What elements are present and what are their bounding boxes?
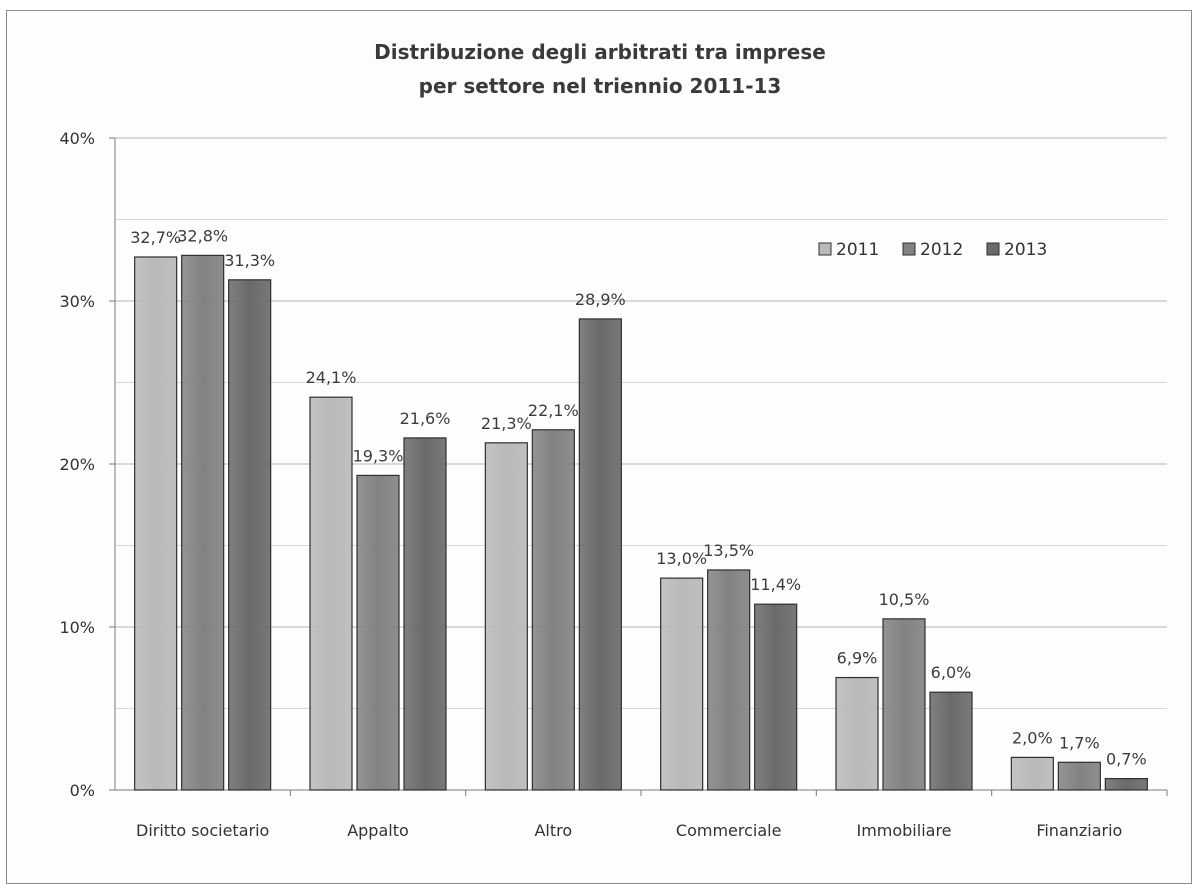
x-tick-label: Altro — [534, 821, 572, 840]
data-label: 13,0% — [656, 549, 707, 568]
legend-label-2012: 2012 — [920, 240, 963, 260]
data-label: 21,3% — [481, 414, 532, 433]
bar-2013-diritto-societario — [228, 279, 272, 791]
data-label: 22,1% — [528, 401, 579, 420]
y-tick-label: 40% — [59, 129, 95, 148]
legend-swatch-2012 — [902, 242, 916, 256]
bar-2011-immobiliare — [835, 676, 879, 791]
bar-2013-appalto — [403, 437, 447, 791]
bar-2013-commerciale — [754, 603, 798, 791]
legend-swatch-2011 — [818, 242, 832, 256]
x-tick-label: Commerciale — [676, 821, 782, 840]
y-tick-label: 10% — [59, 618, 95, 637]
legend-label-2013: 2013 — [1004, 240, 1047, 260]
y-tick-label: 30% — [59, 292, 95, 311]
bar-2011-finanziario — [1010, 756, 1054, 791]
data-label: 31,3% — [224, 251, 275, 270]
bar-2013-finanziario — [1104, 777, 1148, 791]
data-label: 28,9% — [575, 290, 626, 309]
bar-2011-altro — [484, 442, 528, 791]
data-label: 13,5% — [703, 541, 754, 560]
legend-swatch-2013 — [986, 242, 1000, 256]
bar-2011-appalto — [309, 396, 353, 791]
bar-2011-diritto-societario — [134, 256, 178, 791]
chart-title-line-1: Distribuzione degli arbitrati tra impres… — [374, 40, 826, 64]
data-label: 1,7% — [1059, 733, 1100, 752]
data-label: 6,9% — [837, 649, 878, 668]
y-tick-label: 20% — [59, 455, 95, 474]
bar-2013-immobiliare — [929, 691, 973, 791]
data-label: 10,5% — [879, 590, 930, 609]
bar-2013-altro — [578, 318, 622, 791]
bar-2012-commerciale — [707, 569, 751, 791]
x-tick-label: Diritto societario — [136, 821, 269, 840]
data-label: 19,3% — [353, 446, 404, 465]
data-label: 6,0% — [931, 663, 972, 682]
y-tick-label: 0% — [70, 781, 95, 800]
x-tick-label: Appalto — [347, 821, 409, 840]
bar-2011-commerciale — [660, 577, 704, 791]
chart-frame: Distribuzione degli arbitrati tra impres… — [6, 10, 1192, 884]
bar-2012-diritto-societario — [181, 254, 225, 791]
x-tick-label: Finanziario — [1036, 821, 1122, 840]
bar-2012-appalto — [356, 474, 400, 791]
data-label: 11,4% — [750, 575, 801, 594]
data-label: 21,6% — [400, 409, 451, 428]
chart-title-line-2: per settore nel triennio 2011-13 — [419, 74, 782, 98]
bar-2012-immobiliare — [882, 618, 926, 791]
data-label: 24,1% — [306, 368, 357, 387]
data-label: 2,0% — [1012, 728, 1053, 747]
bar-chart: Distribuzione degli arbitrati tra impres… — [59, 40, 1168, 840]
data-label: 32,8% — [177, 226, 228, 245]
legend-label-2011: 2011 — [836, 240, 879, 260]
bar-2012-altro — [531, 429, 575, 791]
data-label: 0,7% — [1106, 750, 1147, 769]
bar-2012-finanziario — [1057, 761, 1101, 791]
data-label: 32,7% — [130, 228, 181, 247]
x-tick-label: Immobiliare — [856, 821, 951, 840]
